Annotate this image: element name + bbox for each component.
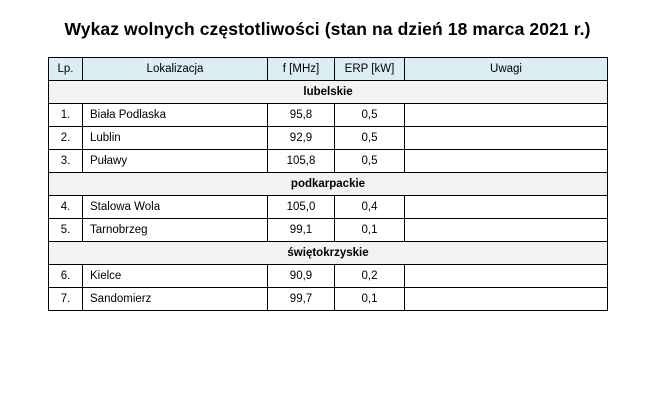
- cell-location: Stalowa Wola: [82, 195, 268, 219]
- group-name: świętokrzyskie: [48, 241, 608, 265]
- table-row: 4. Stalowa Wola 105,0 0,4: [48, 195, 608, 219]
- cell-frequency: 99,7: [267, 287, 335, 311]
- table-row: 3. Puławy 105,8 0,5: [48, 149, 608, 173]
- cell-notes: [404, 195, 608, 219]
- cell-location: Puławy: [82, 149, 268, 173]
- cell-notes: [404, 149, 608, 173]
- cell-frequency: 92,9: [267, 126, 335, 150]
- cell-erp: 0,5: [334, 126, 405, 150]
- cell-location: Tarnobrzeg: [82, 218, 268, 242]
- cell-location: Biała Podlaska: [82, 103, 268, 127]
- cell-lp: 7.: [48, 287, 83, 311]
- cell-notes: [404, 103, 608, 127]
- cell-notes: [404, 264, 608, 288]
- cell-lp: 1.: [48, 103, 83, 127]
- header-location: Lokalizacja: [82, 57, 268, 81]
- cell-erp: 0,2: [334, 264, 405, 288]
- cell-frequency: 105,8: [267, 149, 335, 173]
- cell-location: Lublin: [82, 126, 268, 150]
- group-row: podkarpackie: [48, 172, 608, 196]
- cell-lp: 3.: [48, 149, 83, 173]
- cell-lp: 6.: [48, 264, 83, 288]
- table-row: 6. Kielce 90,9 0,2: [48, 264, 608, 288]
- cell-frequency: 95,8: [267, 103, 335, 127]
- cell-notes: [404, 287, 608, 311]
- frequency-table: Lp. Lokalizacja f [MHz] ERP [kW] Uwagi l…: [48, 57, 608, 311]
- header-frequency: f [MHz]: [267, 57, 335, 81]
- cell-notes: [404, 218, 608, 242]
- table-row: 7. Sandomierz 99,7 0,1: [48, 287, 608, 311]
- cell-erp: 0,4: [334, 195, 405, 219]
- header-lp: Lp.: [48, 57, 83, 81]
- table-row: 1. Biała Podlaska 95,8 0,5: [48, 103, 608, 127]
- table-row: 2. Lublin 92,9 0,5: [48, 126, 608, 150]
- group-row: lubelskie: [48, 80, 608, 104]
- cell-frequency: 90,9: [267, 264, 335, 288]
- header-notes: Uwagi: [404, 57, 608, 81]
- cell-frequency: 99,1: [267, 218, 335, 242]
- cell-erp: 0,1: [334, 287, 405, 311]
- table-row: 5. Tarnobrzeg 99,1 0,1: [48, 218, 608, 242]
- header-erp: ERP [kW]: [334, 57, 405, 81]
- cell-lp: 5.: [48, 218, 83, 242]
- cell-erp: 0,1: [334, 218, 405, 242]
- cell-location: Sandomierz: [82, 287, 268, 311]
- group-row: świętokrzyskie: [48, 241, 608, 265]
- cell-location: Kielce: [82, 264, 268, 288]
- cell-frequency: 105,0: [267, 195, 335, 219]
- cell-notes: [404, 126, 608, 150]
- group-name: lubelskie: [48, 80, 608, 104]
- cell-erp: 0,5: [334, 149, 405, 173]
- header-row: Lp. Lokalizacja f [MHz] ERP [kW] Uwagi: [48, 57, 608, 81]
- group-name: podkarpackie: [48, 172, 608, 196]
- cell-lp: 2.: [48, 126, 83, 150]
- page-title: Wykaz wolnych częstotliwości (stan na dz…: [64, 19, 591, 39]
- cell-erp: 0,5: [334, 103, 405, 127]
- cell-lp: 4.: [48, 195, 83, 219]
